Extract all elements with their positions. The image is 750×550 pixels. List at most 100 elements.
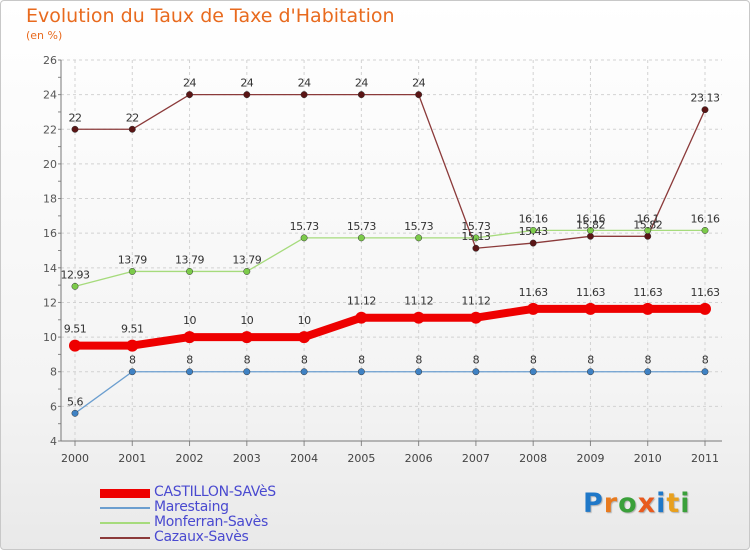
data-label-cazaux-sav-s: 24 xyxy=(355,77,368,90)
data-label-marestaing: 8 xyxy=(301,354,308,367)
y-tick-label: 16 xyxy=(43,227,57,240)
y-tick-label: 10 xyxy=(43,331,57,344)
legend-label: Cazaux-Savès xyxy=(154,529,249,545)
data-point-castillon-sav-s xyxy=(527,302,540,315)
data-point-marestaing xyxy=(472,368,480,376)
chart-subtitle: (en %) xyxy=(26,29,63,42)
chart-title: Evolution du Taux de Taxe d'Habitation xyxy=(26,5,395,27)
y-tick-label: 8 xyxy=(50,366,57,379)
data-label-cazaux-sav-s: 15.43 xyxy=(519,225,548,238)
data-label-cazaux-sav-s: 24 xyxy=(298,77,311,90)
data-point-cazaux-sav-s xyxy=(529,239,537,247)
legend-swatch xyxy=(100,522,150,524)
y-tick-label: 22 xyxy=(43,123,57,136)
data-label-marestaing: 8 xyxy=(129,354,136,367)
data-label-monferran-sav-s: 13.79 xyxy=(232,253,261,266)
y-tick-label: 26 xyxy=(43,54,57,67)
data-label-marestaing: 8 xyxy=(358,354,365,367)
data-point-cazaux-sav-s xyxy=(587,232,594,240)
data-point-marestaing xyxy=(128,368,136,376)
data-label-monferran-sav-s: 16.16 xyxy=(576,212,605,225)
data-point-castillon-sav-s xyxy=(240,331,253,344)
data-point-cazaux-sav-s xyxy=(357,91,365,99)
line-chart: 4 6 8 10 12 14 16 18 20 22 24 26 2000 2001 2002 2003 200… xyxy=(43,54,722,465)
data-point-marestaing xyxy=(587,368,594,376)
data-label-cazaux-sav-s: 23.13 xyxy=(691,92,720,105)
data-point-cazaux-sav-s xyxy=(300,91,308,99)
data-label-marestaing: 8 xyxy=(186,354,193,367)
data-label-cazaux-sav-s: 24 xyxy=(183,77,196,90)
data-point-castillon-sav-s xyxy=(126,339,139,352)
data-label-monferran-sav-s: 16.16 xyxy=(691,212,720,225)
data-label-castillon-sav-s: 11.63 xyxy=(576,286,605,299)
data-point-cazaux-sav-s xyxy=(415,91,423,99)
data-label-cazaux-sav-s: 15.82 xyxy=(633,218,662,231)
data-point-cazaux-sav-s xyxy=(128,125,136,133)
data-point-monferran-sav-s xyxy=(472,234,480,242)
proxiti-logo: Proxiti xyxy=(583,488,691,519)
data-label-castillon-sav-s: 11.63 xyxy=(633,286,662,299)
data-point-marestaing xyxy=(701,368,709,376)
data-point-monferran-sav-s xyxy=(357,234,365,242)
data-point-monferran-sav-s xyxy=(300,234,308,242)
x-tick-label: 2004 xyxy=(290,452,318,465)
data-point-marestaing xyxy=(300,368,308,376)
data-point-cazaux-sav-s xyxy=(243,91,251,99)
data-point-castillon-sav-s xyxy=(412,311,425,324)
data-point-marestaing xyxy=(186,368,193,376)
data-point-monferran-sav-s xyxy=(529,226,537,234)
x-tick-label: 2008 xyxy=(519,452,547,465)
data-point-monferran-sav-s xyxy=(186,268,193,275)
x-tick-label: 2003 xyxy=(233,452,261,465)
data-label-castillon-sav-s: 11.12 xyxy=(461,295,490,308)
data-label-cazaux-sav-s: 24 xyxy=(412,77,425,90)
x-tick-label: 2005 xyxy=(347,452,375,465)
data-point-castillon-sav-s xyxy=(298,331,311,344)
data-label-cazaux-sav-s: 15.82 xyxy=(576,218,605,231)
data-label-marestaing: 8 xyxy=(644,354,651,367)
data-point-monferran-sav-s xyxy=(415,234,423,242)
y-tick-label: 20 xyxy=(43,158,57,171)
data-point-castillon-sav-s xyxy=(641,302,654,315)
data-point-cazaux-sav-s xyxy=(472,244,480,252)
series-line-cazaux-sav-s xyxy=(75,93,706,249)
legend-label: CASTILLON-SAVèS xyxy=(154,484,276,500)
data-label-marestaing: 8 xyxy=(702,354,709,367)
series-line-monferran-sav-s xyxy=(74,229,705,287)
data-point-monferran-sav-s xyxy=(587,226,594,234)
data-label-monferran-sav-s: 16.16 xyxy=(519,212,548,225)
data-label-castillon-sav-s: 10 xyxy=(183,314,196,327)
y-tick-label: 18 xyxy=(43,193,57,206)
data-point-monferran-sav-s xyxy=(128,268,136,275)
y-tick-label: 14 xyxy=(43,262,57,275)
data-label-marestaing: 8 xyxy=(473,354,480,367)
data-point-marestaing xyxy=(529,368,537,376)
data-label-monferran-sav-s: 12.93 xyxy=(61,268,90,281)
data-point-marestaing xyxy=(71,409,79,417)
y-tick-label: 12 xyxy=(43,296,57,309)
y-tick-label: 6 xyxy=(50,400,57,413)
x-tick-label: 2001 xyxy=(118,452,146,465)
data-point-castillon-sav-s xyxy=(69,339,81,352)
y-tick-label: 24 xyxy=(43,89,57,102)
legend-swatch xyxy=(100,488,150,498)
data-point-monferran-sav-s xyxy=(644,226,652,234)
data-point-marestaing xyxy=(644,368,652,376)
x-tick-label: 2010 xyxy=(634,452,662,465)
data-point-cazaux-sav-s xyxy=(186,91,193,99)
data-point-marestaing xyxy=(243,368,251,376)
data-point-castillon-sav-s xyxy=(183,331,196,344)
y-tick-label: 4 xyxy=(50,435,57,448)
data-label-monferran-sav-s: 13.79 xyxy=(118,253,147,266)
x-tick-label: 2009 xyxy=(576,452,604,465)
x-tick-label: 2002 xyxy=(176,452,204,465)
data-label-marestaing: 8 xyxy=(587,354,594,367)
data-label-monferran-sav-s: 15.73 xyxy=(404,220,433,233)
data-point-castillon-sav-s xyxy=(355,311,368,324)
series-line-marestaing xyxy=(74,371,705,414)
data-label-cazaux-sav-s: 15.13 xyxy=(461,230,490,243)
data-point-monferran-sav-s xyxy=(701,226,709,234)
x-tick-label: 2007 xyxy=(462,452,490,465)
x-tick-label: 2011 xyxy=(691,452,719,465)
data-label-castillon-sav-s: 11.63 xyxy=(519,286,548,299)
